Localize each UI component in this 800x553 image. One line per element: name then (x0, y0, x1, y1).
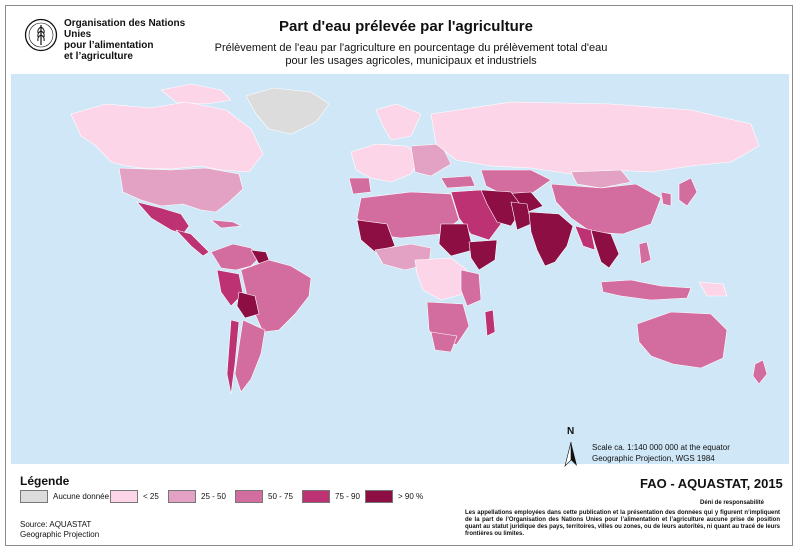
disclaimer-title: Déni de responsabilité (700, 500, 765, 506)
region-bolivia (236, 291, 260, 319)
world-map-svg (70, 83, 768, 395)
legend-label: 75 - 90 (335, 492, 360, 501)
legend-swatch-75-90 (302, 490, 330, 503)
legend-swatch-no-data (20, 490, 48, 503)
legend: Aucune donnée < 25 25 - 50 50 - 75 75 - … (20, 490, 450, 504)
region-indonesia (600, 279, 692, 301)
region-australia (636, 311, 728, 369)
region-philippines (638, 241, 652, 265)
region-arctic-islands (160, 83, 232, 105)
subtitle-line: Prélèvement de l'eau par l'agriculture e… (214, 42, 608, 54)
legend-label: > 90 % (398, 492, 424, 501)
world-map (11, 74, 789, 464)
region-central-africa (414, 257, 468, 301)
header: Organisation des Nations Unies pour l’al… (6, 6, 792, 70)
source-line: Source: AQUASTAT (20, 520, 92, 529)
region-peru (216, 269, 244, 307)
legend-swatch-25-50 (168, 490, 196, 503)
region-japan (678, 177, 698, 207)
legend-title: Légende (20, 474, 70, 488)
north-label: N (567, 426, 575, 437)
fao-logo-icon (24, 18, 58, 52)
legend-swatch-50-75 (235, 490, 263, 503)
region-indochina (590, 229, 620, 269)
region-usa (118, 167, 244, 213)
region-sudan (438, 223, 474, 257)
organization-line: Organisation des Nations Unies (64, 18, 186, 40)
region-korea (660, 191, 672, 207)
region-argentina (234, 319, 266, 393)
region-turkey (440, 175, 476, 189)
legend-swatch-gt90 (365, 490, 393, 503)
region-new-guinea (698, 281, 728, 297)
region-horn-africa (468, 239, 498, 271)
region-india (528, 211, 574, 267)
region-china (550, 183, 662, 235)
region-chile (226, 319, 240, 395)
region-canada (70, 101, 264, 173)
region-madagascar (484, 309, 496, 337)
legend-label: < 25 (143, 492, 159, 501)
scale-line: Scale ca. 1:140 000 000 at the equator (592, 443, 730, 452)
region-iberia (348, 177, 372, 195)
map-title: Part d'eau prélevée par l'agriculture (279, 18, 533, 35)
organization-line: et l’agriculture (64, 51, 133, 62)
north-arrow-icon (564, 441, 577, 467)
region-colombia-venezuela (210, 243, 262, 271)
region-mexico (136, 201, 190, 235)
organization-name: Organisation des Nations Unies pour l’al… (64, 18, 214, 62)
region-scandinavia (375, 103, 422, 141)
region-central-america (175, 229, 210, 257)
region-new-zealand (752, 359, 768, 385)
scale-info: Scale ca. 1:140 000 000 at the equator G… (592, 442, 730, 464)
credit: FAO - AQUASTAT, 2015 (640, 476, 783, 491)
region-greenland (245, 87, 330, 135)
region-europe-west (350, 143, 422, 183)
source-projection: Geographic Projection (20, 530, 100, 539)
map-subtitle: Prélèvement de l'eau par l'agriculture e… (186, 42, 636, 68)
map-frame (5, 5, 793, 546)
region-east-africa (460, 269, 482, 307)
subtitle-line: pour les usages agricoles, municipaux et… (285, 55, 537, 67)
legend-label: Aucune donnée (53, 492, 110, 501)
projection-line: Geographic Projection, WGS 1984 (592, 454, 715, 463)
organization-line: pour l’alimentation (64, 40, 154, 51)
legend-label: 25 - 50 (201, 492, 226, 501)
source-info: Source: AQUASTAT Geographic Projection (20, 520, 99, 540)
region-mongolia (570, 169, 632, 189)
region-russia (430, 101, 760, 175)
region-iran-afghanistan (480, 189, 524, 227)
legend-label: 50 - 75 (268, 492, 293, 501)
region-burma (574, 225, 596, 251)
region-caribbean (210, 219, 242, 229)
region-south-africa (430, 331, 458, 353)
legend-swatch-lt25 (110, 490, 138, 503)
disclaimer-text: Les appellations employées dans cette pu… (465, 510, 780, 537)
